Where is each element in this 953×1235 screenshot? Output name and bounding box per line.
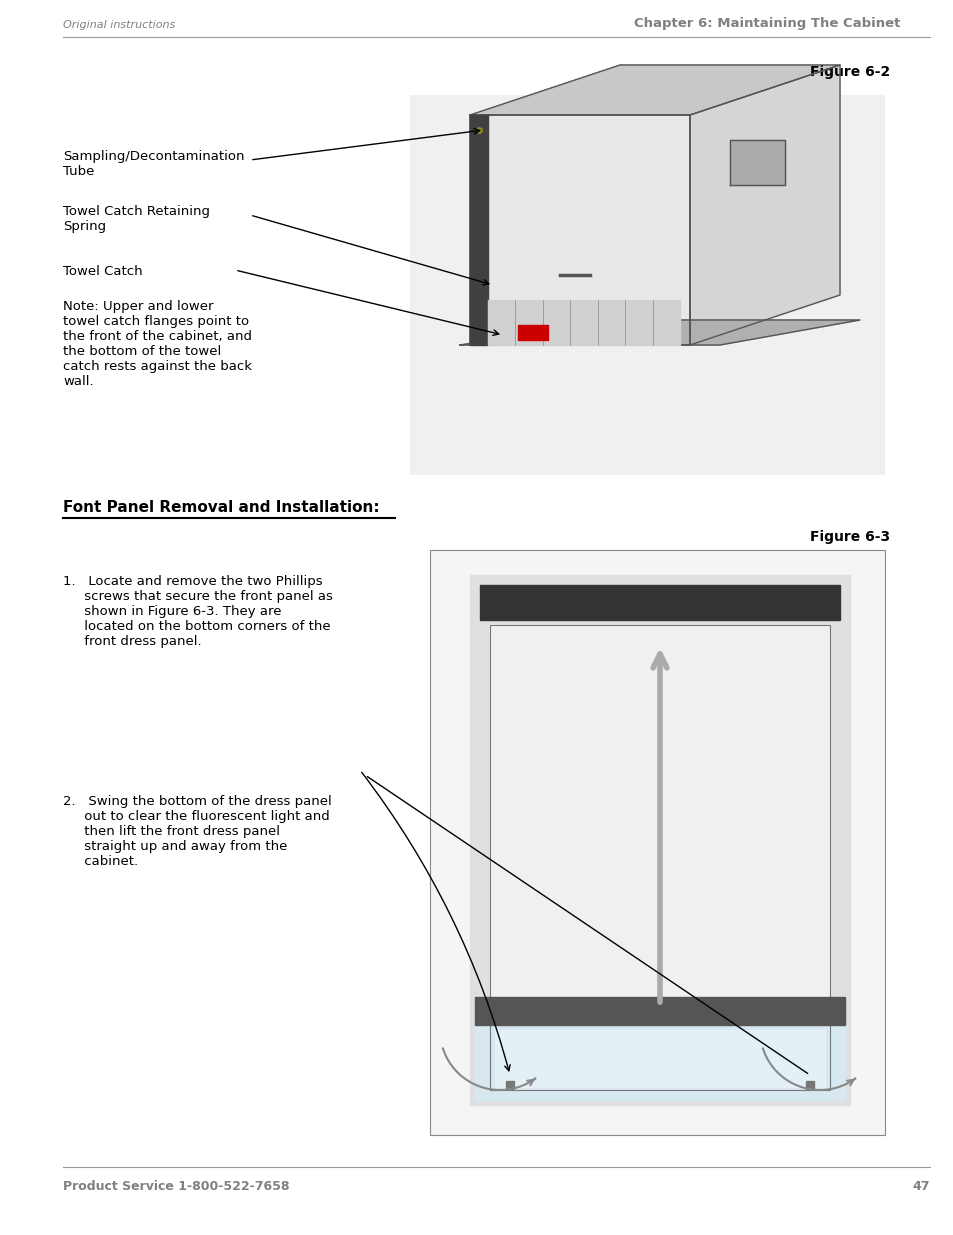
- Text: Font Panel Removal and Installation:: Font Panel Removal and Installation:: [63, 500, 379, 515]
- Text: Original instructions: Original instructions: [63, 20, 175, 30]
- Text: 2.   Swing the bottom of the dress panel
     out to clear the fluorescent light: 2. Swing the bottom of the dress panel o…: [63, 795, 332, 868]
- Polygon shape: [470, 65, 840, 115]
- Polygon shape: [470, 115, 689, 345]
- Polygon shape: [475, 1025, 844, 1100]
- Text: 1.   Locate and remove the two Phillips
     screws that secure the front panel : 1. Locate and remove the two Phillips sc…: [63, 576, 333, 648]
- Polygon shape: [459, 320, 859, 345]
- Text: Towel Catch: Towel Catch: [63, 266, 143, 278]
- Text: 47: 47: [911, 1179, 929, 1193]
- Polygon shape: [470, 576, 849, 1105]
- Polygon shape: [517, 325, 547, 340]
- Polygon shape: [729, 140, 784, 185]
- Polygon shape: [495, 1030, 824, 1087]
- Text: Chapter 6: Maintaining The Cabinet: Chapter 6: Maintaining The Cabinet: [633, 17, 899, 30]
- Text: Sampling/Decontamination
Tube: Sampling/Decontamination Tube: [63, 149, 244, 178]
- Text: Towel Catch Retaining
Spring: Towel Catch Retaining Spring: [63, 205, 210, 233]
- Text: Note: Upper and lower
towel catch flanges point to
the front of the cabinet, and: Note: Upper and lower towel catch flange…: [63, 300, 252, 388]
- Text: Figure 6-3: Figure 6-3: [809, 530, 889, 543]
- Bar: [410, 95, 884, 475]
- Polygon shape: [475, 997, 844, 1025]
- Polygon shape: [488, 300, 679, 345]
- Bar: [430, 550, 884, 1135]
- Polygon shape: [479, 585, 840, 620]
- Text: Product Service 1-800-522-7658: Product Service 1-800-522-7658: [63, 1179, 289, 1193]
- Polygon shape: [470, 115, 488, 345]
- Text: Figure 6-2: Figure 6-2: [809, 65, 889, 79]
- Polygon shape: [490, 625, 829, 1091]
- Polygon shape: [689, 65, 840, 345]
